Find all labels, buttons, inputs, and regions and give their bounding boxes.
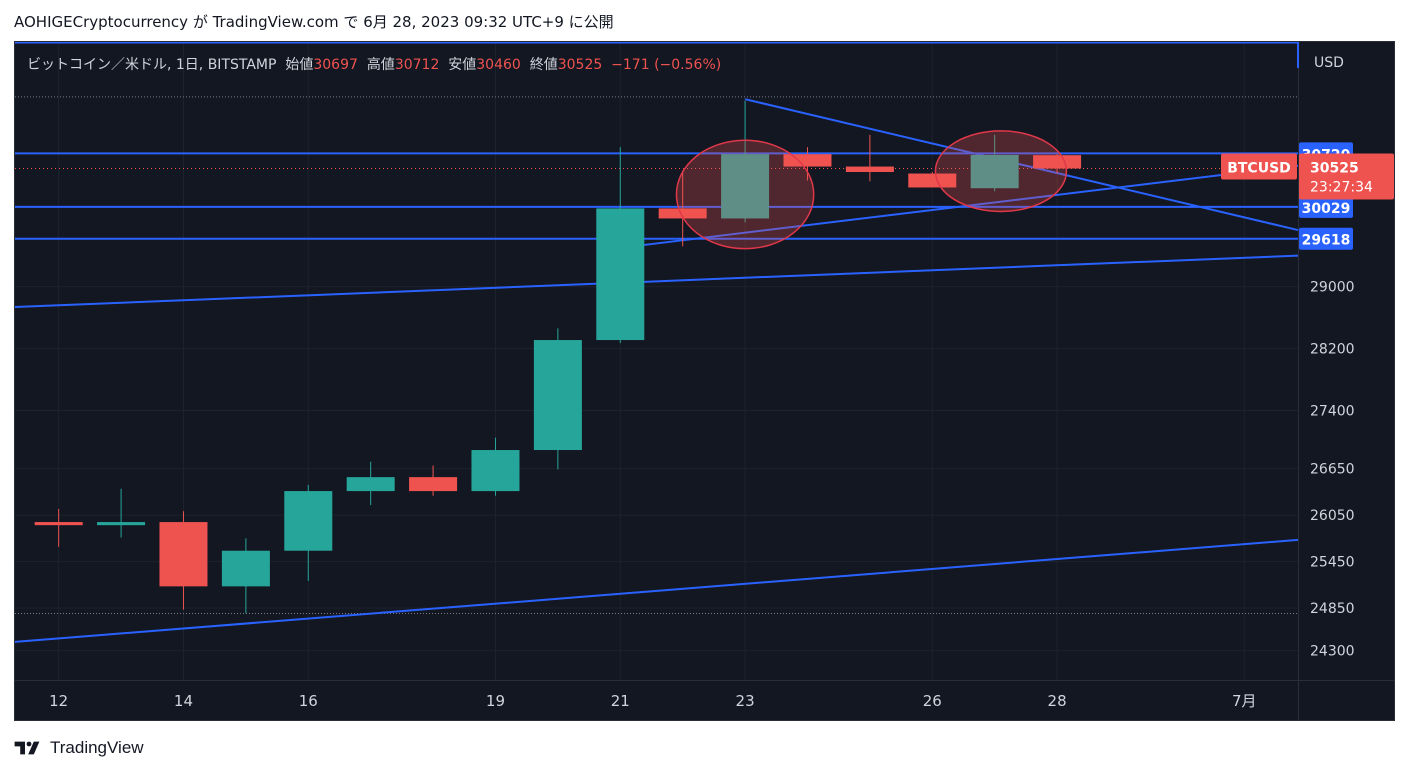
candle: [346, 461, 395, 506]
symbol-name: ビットコイン／米ドル, 1日, BITSTAMP: [27, 57, 277, 73]
candle: [284, 484, 333, 581]
candle-body: [409, 477, 458, 492]
low-value: 30460: [476, 57, 521, 73]
chart-panel[interactable]: 24300 24850 25450 26050 26650 27400 28200 29000…: [14, 41, 1395, 721]
candle: [533, 328, 582, 470]
candle: [221, 538, 270, 614]
last-price-text: 30525: [1310, 160, 1359, 176]
candle-body: [221, 550, 270, 587]
open-value: 30697: [313, 57, 358, 73]
candle-body: [97, 522, 146, 526]
trend-line: [15, 254, 1299, 309]
candle: [596, 147, 645, 344]
candle: [721, 100, 770, 223]
candle-body: [721, 154, 770, 219]
candle-body: [34, 522, 83, 526]
candle: [908, 171, 957, 188]
candle: [97, 488, 146, 538]
highlight-ellipse: [934, 130, 1068, 213]
candle: [845, 134, 894, 182]
last-price-bg: [1299, 153, 1394, 200]
high-value: 30712: [394, 57, 440, 73]
y-tick-label: 24300: [1310, 644, 1355, 660]
ticker-badge: BTCUSD: [1221, 153, 1297, 180]
candle-body: [970, 154, 1019, 189]
candle-body: [908, 173, 957, 188]
level-price-badge: 29618: [1299, 227, 1353, 250]
candle: [34, 508, 83, 547]
trend-line: [15, 538, 1299, 643]
candle-body: [159, 522, 208, 587]
x-tick-label: 21: [611, 692, 630, 710]
level-badge-text: 30029: [1302, 201, 1351, 217]
publish-info: AOHIGECryptocurrency が TradingView.com で…: [14, 13, 614, 31]
x-tick-label: 12: [49, 692, 68, 710]
candle-body: [471, 450, 520, 492]
y-tick-label: 25450: [1310, 555, 1355, 571]
candle-body: [658, 208, 707, 219]
x-tick-label: 16: [299, 692, 318, 710]
candle-body: [533, 340, 582, 451]
candlestick-chart[interactable]: 24300 24850 25450 26050 26650 27400 28200 29000…: [15, 42, 1394, 720]
candle: [159, 511, 208, 610]
x-tick-label: 19: [486, 692, 505, 710]
y-tick-label: 24850: [1310, 601, 1355, 617]
candle-body: [1033, 155, 1082, 169]
low-label: 安値: [448, 57, 477, 73]
ticker-badge-text: BTCUSD: [1227, 160, 1291, 176]
y-tick-label: 27400: [1310, 404, 1355, 420]
currency-label: USD: [1314, 55, 1344, 71]
candle: [658, 170, 707, 247]
trend-line: [744, 98, 1299, 232]
candle: [970, 134, 1019, 192]
x-tick-label: 23: [736, 692, 755, 710]
highlight-ellipse: [675, 139, 815, 250]
y-tick-label: 29000: [1310, 280, 1355, 296]
level-badge-text: 29618: [1302, 233, 1351, 249]
brand-name: TradingView: [50, 738, 144, 757]
x-tick-label: 7月: [1232, 692, 1257, 710]
level-badge-bg: [1299, 195, 1353, 218]
footer-brand[interactable]: TradingView: [14, 737, 144, 759]
last-price-badge: 30525 23:27:34: [1299, 153, 1394, 200]
y-tick-label: 26050: [1310, 508, 1355, 524]
candle-body: [596, 208, 645, 341]
ticker-badge-bg: [1221, 153, 1297, 180]
level-badge-bg: [1299, 227, 1353, 250]
close-label: 終値: [529, 57, 558, 73]
level-price-badge: 30029: [1299, 195, 1353, 218]
change-value: −171 (−0.56%): [611, 57, 722, 73]
y-tick-label: 28200: [1310, 342, 1355, 358]
x-tick-label: 26: [923, 692, 942, 710]
countdown-text: 23:27:34: [1310, 179, 1373, 195]
symbol-legend: ビットコイン／米ドル, 1日, BITSTAMP 始値30697 高値30712…: [27, 54, 721, 74]
close-value: 30525: [557, 57, 603, 73]
candle: [1033, 154, 1082, 174]
candle-body: [845, 166, 894, 172]
open-label: 始値: [285, 57, 314, 73]
candle-body: [284, 491, 333, 551]
candle-body: [346, 477, 395, 492]
candle: [471, 437, 520, 496]
y-tick-label: 26650: [1310, 462, 1355, 478]
x-tick-label: 28: [1048, 692, 1067, 710]
x-tick-label: 14: [174, 692, 193, 710]
candle: [409, 465, 458, 496]
tradingview-logo-icon: [14, 741, 40, 755]
high-label: 高値: [366, 57, 395, 73]
